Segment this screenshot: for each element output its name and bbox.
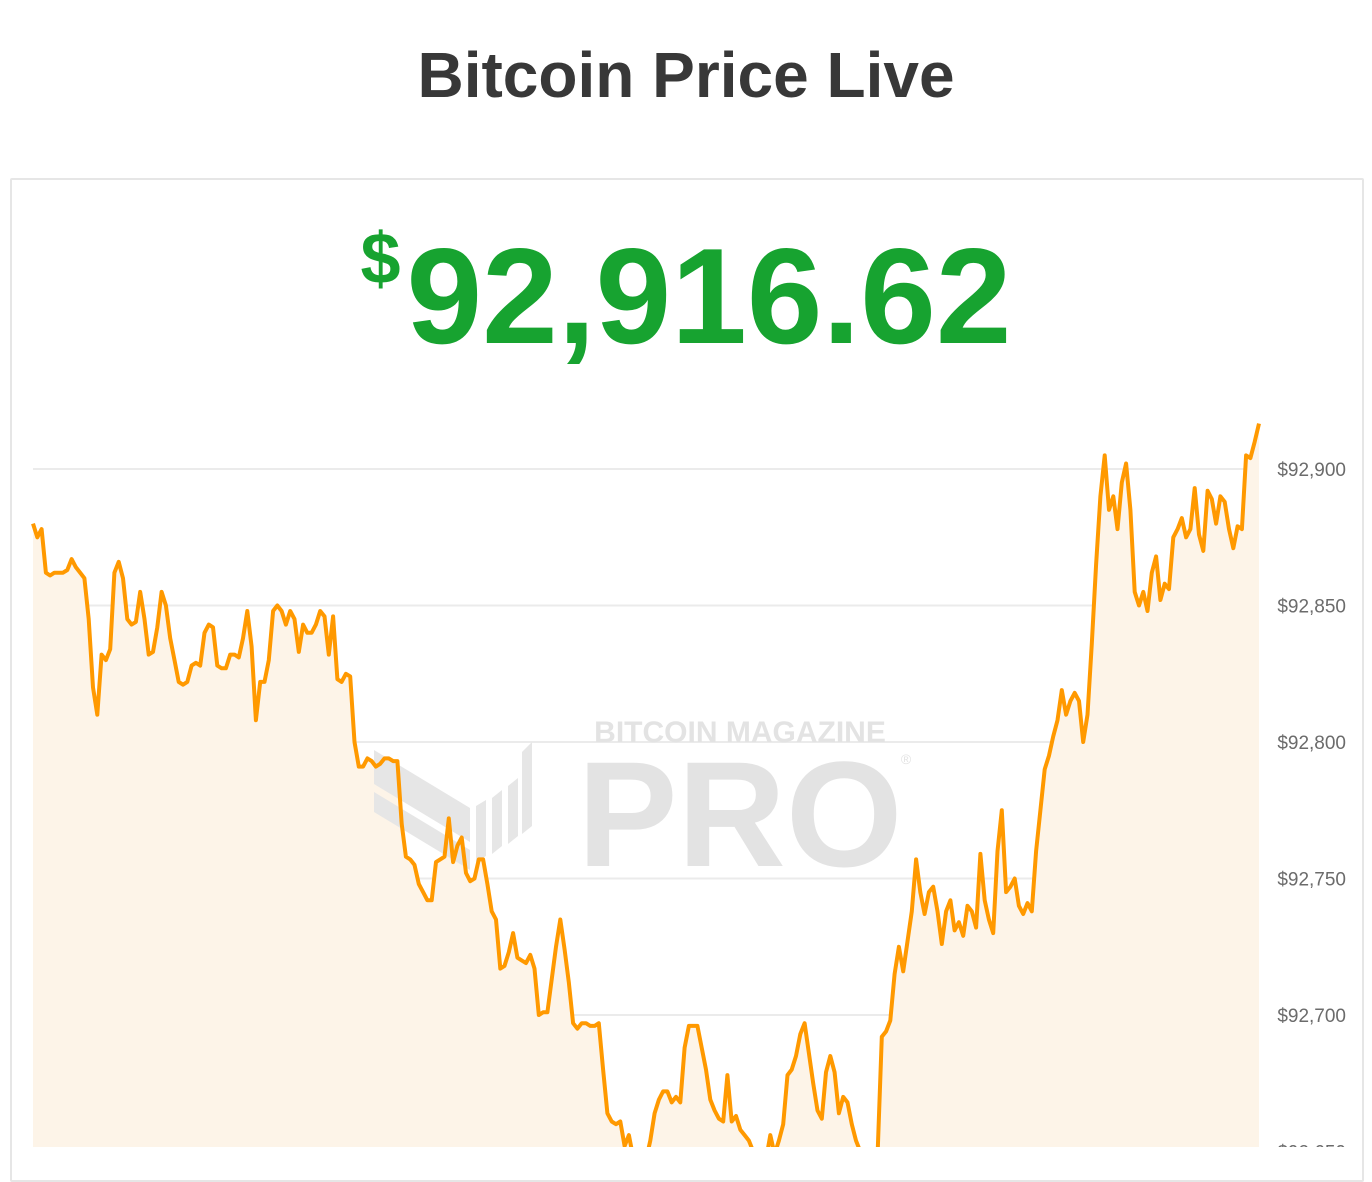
currency-symbol: $ <box>360 219 401 299</box>
y-tick-label: $92,750 <box>1277 870 1346 891</box>
current-price: $92,916.62 <box>0 218 1372 374</box>
price-line <box>31 423 1261 1147</box>
watermark-brand-line1: BITCOIN MAGAZINE <box>594 716 886 749</box>
price-value: 92,916.62 <box>406 220 1012 372</box>
y-tick-label: $92,900 <box>1277 460 1346 481</box>
watermark-brand-line2: PRO <box>577 730 902 898</box>
price-chart: BITCOIN MAGAZINE PRO ® $92,650$92,700$92… <box>31 423 1346 1147</box>
price-area-fill <box>33 423 1259 1147</box>
watermark-registered-mark: ® <box>901 751 912 767</box>
y-axis-tick-labels: $92,650 $92,700 $92,750 $92,800 $92,850 $92,9… <box>1277 460 1346 1147</box>
y-tick-label: $92,650 <box>1277 1143 1346 1148</box>
page-title: Bitcoin Price Live <box>417 39 955 111</box>
y-tick-label: $92,800 <box>1277 733 1346 754</box>
y-tick-label: $92,850 <box>1277 597 1346 618</box>
y-tick-label: $92,700 <box>1277 1006 1346 1027</box>
